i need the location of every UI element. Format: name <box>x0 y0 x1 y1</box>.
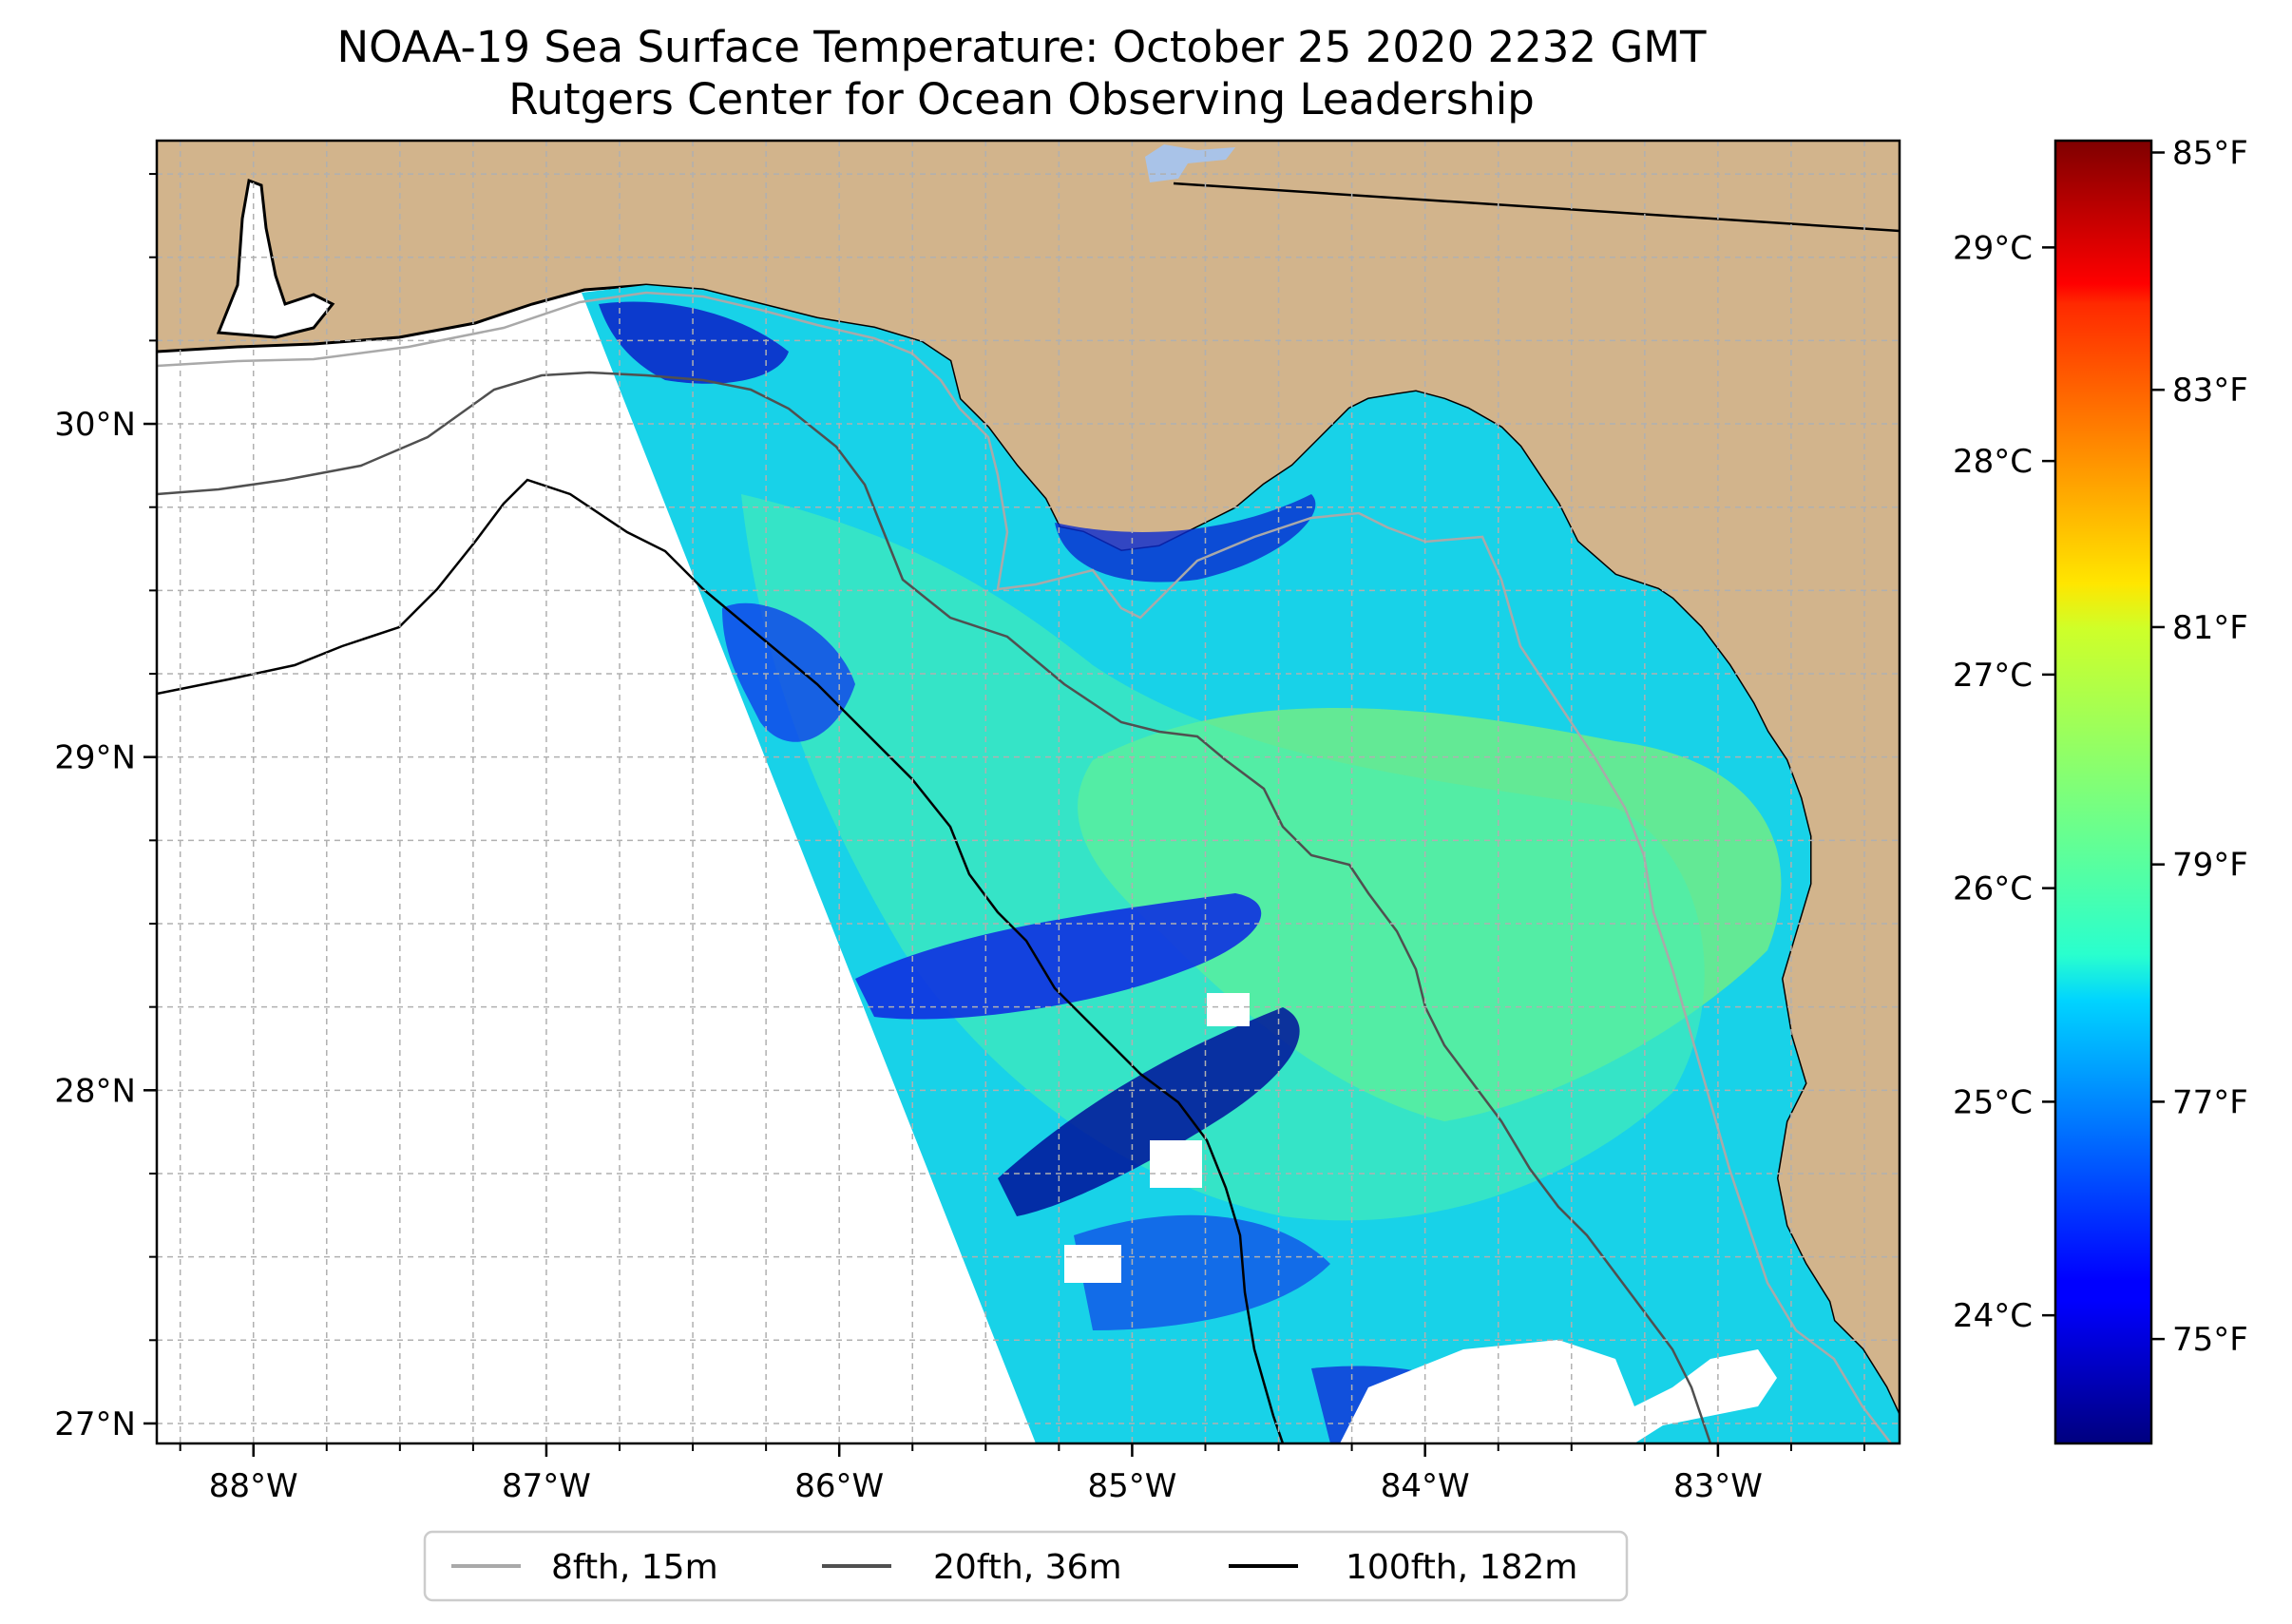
sst-cool-streak <box>1055 494 1316 583</box>
lat-tick-label: 28°N <box>54 1072 136 1110</box>
fahrenheit-tick-label: 85°F <box>2172 134 2248 172</box>
legend-item: 100fth, 182m <box>1229 1548 1577 1587</box>
cloud-gap <box>1340 1340 1777 1443</box>
legend-box <box>423 1530 1629 1602</box>
gridlines <box>157 141 1900 1443</box>
sst-mid-band <box>741 494 1705 1221</box>
lon-tick-label: 85°W <box>1087 1467 1176 1505</box>
lon-tick-label: 86°W <box>794 1467 884 1505</box>
cloud-gap <box>1150 1140 1202 1188</box>
celsius-tick-label: 24°C <box>1953 1297 2033 1335</box>
fahrenheit-tick-label: 79°F <box>2172 847 2248 885</box>
legend-label: 20fth, 36m <box>933 1548 1122 1587</box>
lat-tick-label: 27°N <box>54 1405 136 1443</box>
lon-tick-label: 84°W <box>1381 1467 1470 1505</box>
figure-title: NOAA-19 Sea Surface Temperature: October… <box>336 22 1707 72</box>
celsius-tick-label: 27°C <box>1953 657 2033 695</box>
sst-cool-streak <box>599 301 789 384</box>
figure-subtitle: Rutgers Center for Ocean Observing Leade… <box>508 74 1535 124</box>
mobile-bay <box>216 178 335 339</box>
state-border <box>1173 182 1900 233</box>
cloud-gap <box>1064 1245 1121 1283</box>
isobath-20fth <box>157 371 1712 1443</box>
colorbar-fahrenheit-ticks: 75°F 77°F 79°F 81°F 83°F 85°F <box>2151 134 2248 1359</box>
sst-cool-streak <box>722 602 855 742</box>
colorbar-gradient <box>2053 139 2153 1445</box>
map-panel <box>155 139 1901 1445</box>
legend-label: 100fth, 182m <box>1346 1548 1577 1587</box>
lat-tick-label: 30°N <box>54 406 136 444</box>
fahrenheit-tick-label: 83°F <box>2172 372 2248 410</box>
celsius-tick-label: 29°C <box>1953 229 2033 267</box>
lon-tick-label: 83°W <box>1673 1467 1763 1505</box>
legend-item: 20fth, 36m <box>822 1548 1122 1587</box>
celsius-tick-label: 26°C <box>1953 870 2033 908</box>
celsius-tick-label: 28°C <box>1953 443 2033 481</box>
colorbar-celsius-ticks: 24°C 25°C 26°C 27°C 28°C 29°C <box>1953 229 2055 1335</box>
fahrenheit-tick-label: 77°F <box>2172 1083 2248 1121</box>
cloud-gap <box>1207 993 1250 1026</box>
map-frame <box>155 139 1901 1445</box>
latitude-axis: 27°N 28°N 29°N 30°N <box>54 173 157 1443</box>
lat-tick-label: 29°N <box>54 739 136 777</box>
fahrenheit-tick-label: 81°F <box>2172 609 2248 647</box>
land-mass <box>157 141 1900 1416</box>
legend-item: 8fth, 15m <box>451 1548 718 1587</box>
lon-tick-label: 87°W <box>502 1467 591 1505</box>
colorbar: 24°C 25°C 26°C 27°C 28°C 29°C 75°F 77°F 79°F 81°… <box>1953 134 2248 1445</box>
legend: 8fth, 15m 20fth, 36m 100fth, 182m <box>423 1530 1629 1602</box>
longitude-axis: 88°W 87°W 86°W 85°W 84°W 83°W <box>179 1443 1866 1505</box>
inland-lake <box>1145 144 1235 182</box>
fahrenheit-tick-label: 75°F <box>2172 1321 2248 1359</box>
sst-cool-streak <box>998 1007 1300 1216</box>
celsius-tick-label: 25°C <box>1953 1083 2033 1121</box>
legend-label: 8fth, 15m <box>551 1548 718 1587</box>
lon-tick-label: 88°W <box>209 1467 298 1505</box>
sst-cool-streak <box>1074 1214 1330 1330</box>
isobath-8fth <box>157 291 1892 1443</box>
